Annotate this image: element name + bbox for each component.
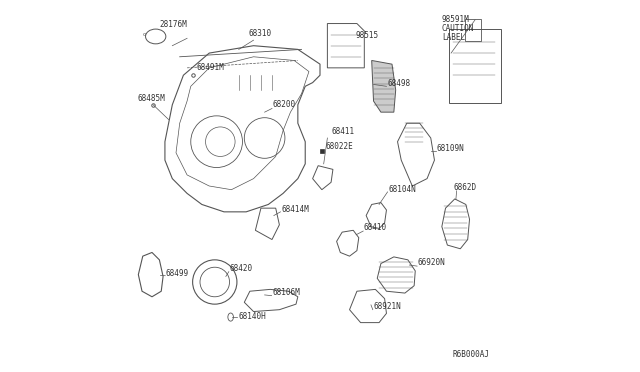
Text: 68420: 68420: [230, 264, 253, 273]
Text: 68491M: 68491M: [196, 63, 224, 72]
Text: 28176M: 28176M: [159, 20, 187, 29]
Text: 68106M: 68106M: [272, 288, 300, 297]
Text: 68499: 68499: [166, 269, 189, 279]
Text: 68200: 68200: [272, 100, 295, 109]
Text: 66920N: 66920N: [418, 259, 445, 267]
Text: 68022E: 68022E: [326, 142, 353, 151]
Text: 98591M: 98591M: [442, 15, 470, 24]
Text: R6B000AJ: R6B000AJ: [453, 350, 490, 359]
Text: 6862D: 6862D: [454, 183, 477, 192]
Text: 68104N: 68104N: [388, 185, 416, 193]
Text: 98515: 98515: [355, 31, 378, 40]
Text: 68485M: 68485M: [137, 94, 165, 103]
Text: 68414M: 68414M: [281, 205, 309, 214]
Text: CAUTION: CAUTION: [442, 24, 474, 33]
Polygon shape: [372, 61, 396, 112]
Text: 68310: 68310: [248, 29, 271, 38]
Text: 68109N: 68109N: [436, 144, 464, 153]
Text: LABEL: LABEL: [442, 33, 465, 42]
Text: o: o: [143, 32, 147, 37]
Text: 68411: 68411: [331, 127, 354, 136]
Text: 68921N: 68921N: [374, 302, 401, 311]
Text: 68498: 68498: [387, 79, 410, 88]
Text: 68410: 68410: [364, 223, 387, 232]
Text: 68140H: 68140H: [239, 312, 266, 321]
